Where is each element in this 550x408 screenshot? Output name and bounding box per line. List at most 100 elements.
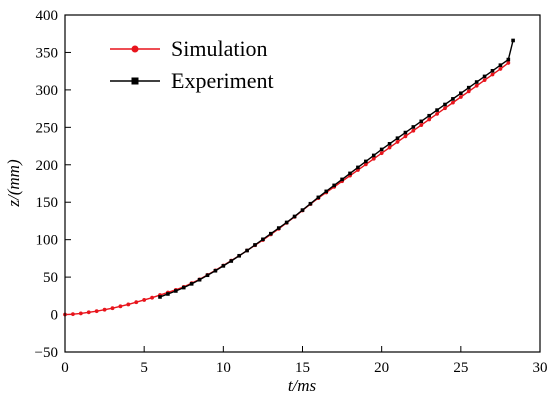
data-point [490,68,495,73]
data-point [229,259,234,263]
data-point [395,140,400,144]
data-point [110,306,115,311]
data-point [451,97,455,101]
data-point [498,63,503,67]
data-point [261,237,265,242]
data-point [276,226,281,230]
data-point [435,111,439,116]
data-point [348,171,352,176]
y-tick-label: 150 [36,195,59,211]
data-point [371,156,376,161]
legend-item: Simulation [110,36,268,61]
plot-frame [64,14,541,353]
y-tick-label: 200 [36,158,59,174]
y-tick-label: 400 [36,8,59,24]
data-point [86,310,91,315]
data-point [482,78,487,83]
data-point [419,123,424,127]
data-point [506,61,511,65]
data-point [340,177,344,182]
x-tick-label: 10 [216,360,231,376]
data-point [411,125,416,129]
data-point [134,300,139,305]
legend-label: Simulation [171,36,268,61]
data-point [131,77,139,85]
series-experiment [158,38,515,299]
y-tick-label: 350 [36,45,59,61]
data-point [403,134,408,139]
data-point [237,253,241,258]
y-tick-label: −50 [35,345,58,361]
data-point [181,285,186,290]
series-layer [63,38,515,317]
data-point [300,208,305,212]
data-point [126,302,131,307]
data-point [466,89,471,94]
y-axis-label: z/(mm) [4,159,23,208]
y-tick-label: 300 [36,83,59,99]
data-point [316,195,321,200]
data-point [189,282,194,286]
data-point [102,307,107,312]
data-point [94,309,99,314]
data-point [395,136,400,140]
data-point [379,147,384,152]
data-point [435,108,439,112]
y-tick-label: 0 [51,308,59,324]
data-point [166,292,170,296]
data-point [427,113,431,118]
legend: Simulation Experiment [110,36,274,93]
data-point [443,106,447,111]
data-point [458,95,463,99]
data-point [387,142,392,146]
x-tick-label: 20 [374,360,389,376]
data-point [379,151,384,156]
series-simulation [63,61,511,317]
x-tick-label: 15 [295,360,310,376]
data-point [174,289,178,293]
x-tick-label: 5 [140,360,148,376]
data-point [506,57,511,62]
x-tick-label: 25 [453,360,468,376]
data-point [221,264,226,268]
series-line [64,62,509,316]
data-point [213,268,218,273]
data-point [78,311,83,316]
data-point [419,119,424,124]
data-point [308,201,313,206]
legend-item: Experiment [110,68,274,93]
data-point [466,85,471,90]
data-point [511,38,515,43]
data-point [490,72,495,77]
data-point [364,159,368,164]
data-point [284,220,289,225]
data-point [71,312,75,317]
data-point [443,102,447,107]
data-point [459,91,463,96]
data-point [131,45,139,53]
data-point [292,214,297,219]
y-tick-label: 50 [43,270,58,286]
data-point [482,74,487,79]
x-tick-label: 0 [61,360,69,376]
data-point [158,295,162,299]
y-tick-label: 100 [36,233,59,249]
data-point [245,248,249,253]
data-point [356,165,360,170]
data-point [403,130,408,135]
y-tick-label: 250 [36,120,59,136]
legend-label: Experiment [171,68,274,93]
data-point [269,231,273,236]
data-point [411,128,416,133]
data-point [150,295,154,300]
series-line [159,40,514,298]
data-point [142,298,147,302]
data-point [474,83,479,88]
data-point [363,162,368,167]
data-point [498,67,503,71]
data-point [474,80,479,84]
data-point [118,304,123,309]
data-point [253,243,257,247]
